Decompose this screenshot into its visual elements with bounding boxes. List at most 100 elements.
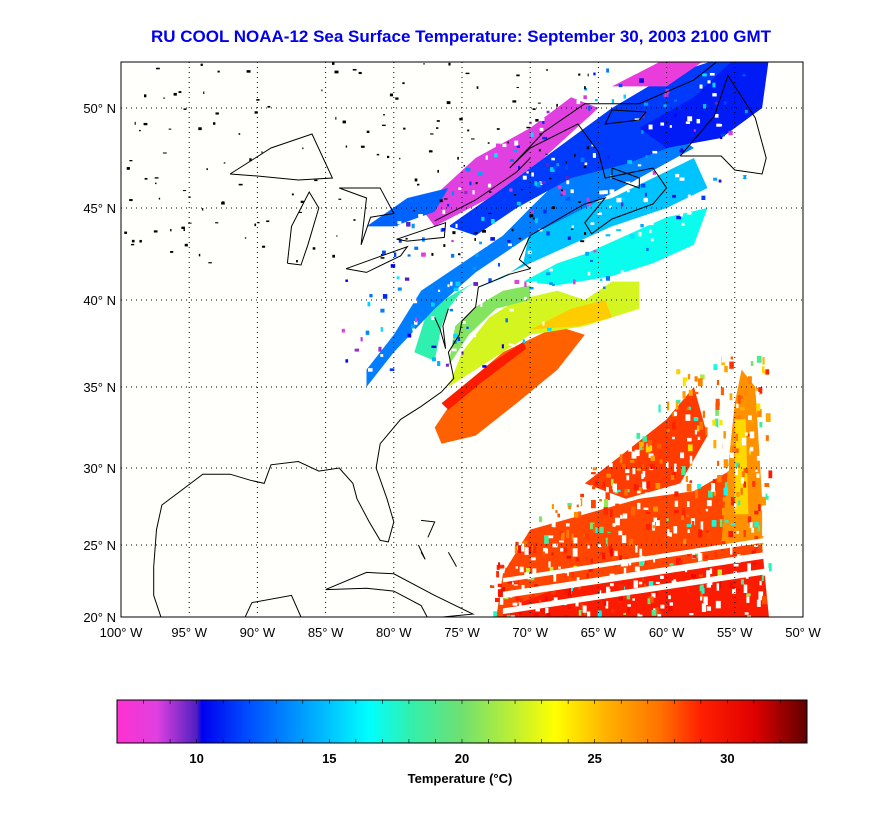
sst-pixel [636,468,642,471]
sst-pixel [380,354,384,357]
sst-pixel [757,525,761,532]
sst-pixel [723,561,728,569]
sst-pixel [606,68,610,73]
sst-pixel [626,190,630,193]
sst-pixel [608,527,613,533]
sst-pixel [735,462,740,468]
sst-pixel [625,181,631,184]
sst-pixel [696,425,700,432]
sst-region [366,188,449,227]
sst-pixel [362,273,368,278]
sst-pixel [393,252,397,257]
sst-pixel [714,552,718,559]
sst-pixel [741,437,747,446]
sst-pixel [619,583,625,591]
sst-pixel [602,570,605,576]
sst-pixel [669,370,674,379]
lake-outline [565,161,567,164]
sst-pixel [559,540,564,543]
sst-pixel [522,339,525,344]
lon-tick-label: 100° W [100,625,144,640]
sst-pixel [618,530,623,536]
sst-pixel [560,190,566,196]
sst-pixel [574,511,579,518]
sst-pixel [556,163,559,167]
sst-pixel [594,83,598,86]
sst-pixel [700,470,705,478]
sst-pixel [648,221,654,226]
sst-pixel [642,436,647,442]
sst-pixel [518,165,521,169]
sst-pixel [702,73,707,77]
sst-pixel [466,326,469,329]
lake-outline [181,226,185,229]
sst-pixel [749,446,754,452]
sst-pixel [418,214,423,218]
sst-pixel [591,472,596,475]
sst-pixel [720,387,724,396]
sst-pixel [760,587,766,591]
sst-pixel [720,437,726,446]
sst-pixel [511,344,515,348]
sst-pixel [513,149,518,153]
sst-pixel [756,455,762,461]
sst-pixel [508,343,513,347]
sst-pixel [390,264,396,268]
sst-pixel [657,614,662,617]
sst-pixel [687,529,690,534]
sst-pixel [638,614,643,617]
sst-pixel [547,327,552,331]
lake-outline [173,92,177,96]
sst-pixel [736,491,740,497]
sst-pixel [709,177,713,183]
sst-pixel [668,602,673,612]
sst-pixel [666,518,669,522]
sst-pixel [746,593,751,597]
lake-outline [380,253,383,256]
lake-outline [395,97,399,100]
sst-pixel [672,436,675,440]
sst-pixel [632,468,636,475]
sst-pixel [532,546,537,553]
lake-outline [208,262,212,264]
sst-pixel [733,495,737,499]
sst-pixel [741,471,745,478]
sst-pixel [750,361,754,366]
lake-outline [184,243,188,247]
sst-pixel [576,577,580,582]
sst-pixel [663,92,669,98]
sst-pixel [620,514,623,519]
sst-pixel [451,239,454,243]
sst-pixel [674,491,679,497]
sst-pixel [683,171,688,174]
sst-pixel [597,475,603,484]
sst-pixel [606,473,611,478]
sst-pixel [736,530,739,534]
lat-tick-label: 45° N [83,201,116,216]
lake-outline [162,152,167,154]
sst-pixel [543,209,547,214]
sst-pixel [653,506,659,512]
lake-outline [546,69,548,71]
sst-pixel [723,459,728,469]
sst-pixel [618,600,622,604]
sst-pixel [700,374,705,380]
sst-pixel [521,584,525,592]
sst-pixel [590,558,594,564]
sst-pixel [529,286,534,290]
sst-pixel [517,595,521,603]
sst-pixel [768,563,772,572]
sst-pixel [398,238,402,243]
lake-outline [221,202,225,205]
sst-pixel [536,216,540,220]
sst-pixel [640,183,646,188]
sst-pixel [655,482,661,489]
sst-pixel [687,116,693,122]
sst-pixel [723,423,729,427]
sst-pixel [609,189,615,194]
sst-pixel [475,253,479,257]
sst-pixel [676,557,681,565]
sst-pixel [620,270,625,274]
sst-pixel [706,583,712,588]
sst-pixel [497,583,502,587]
